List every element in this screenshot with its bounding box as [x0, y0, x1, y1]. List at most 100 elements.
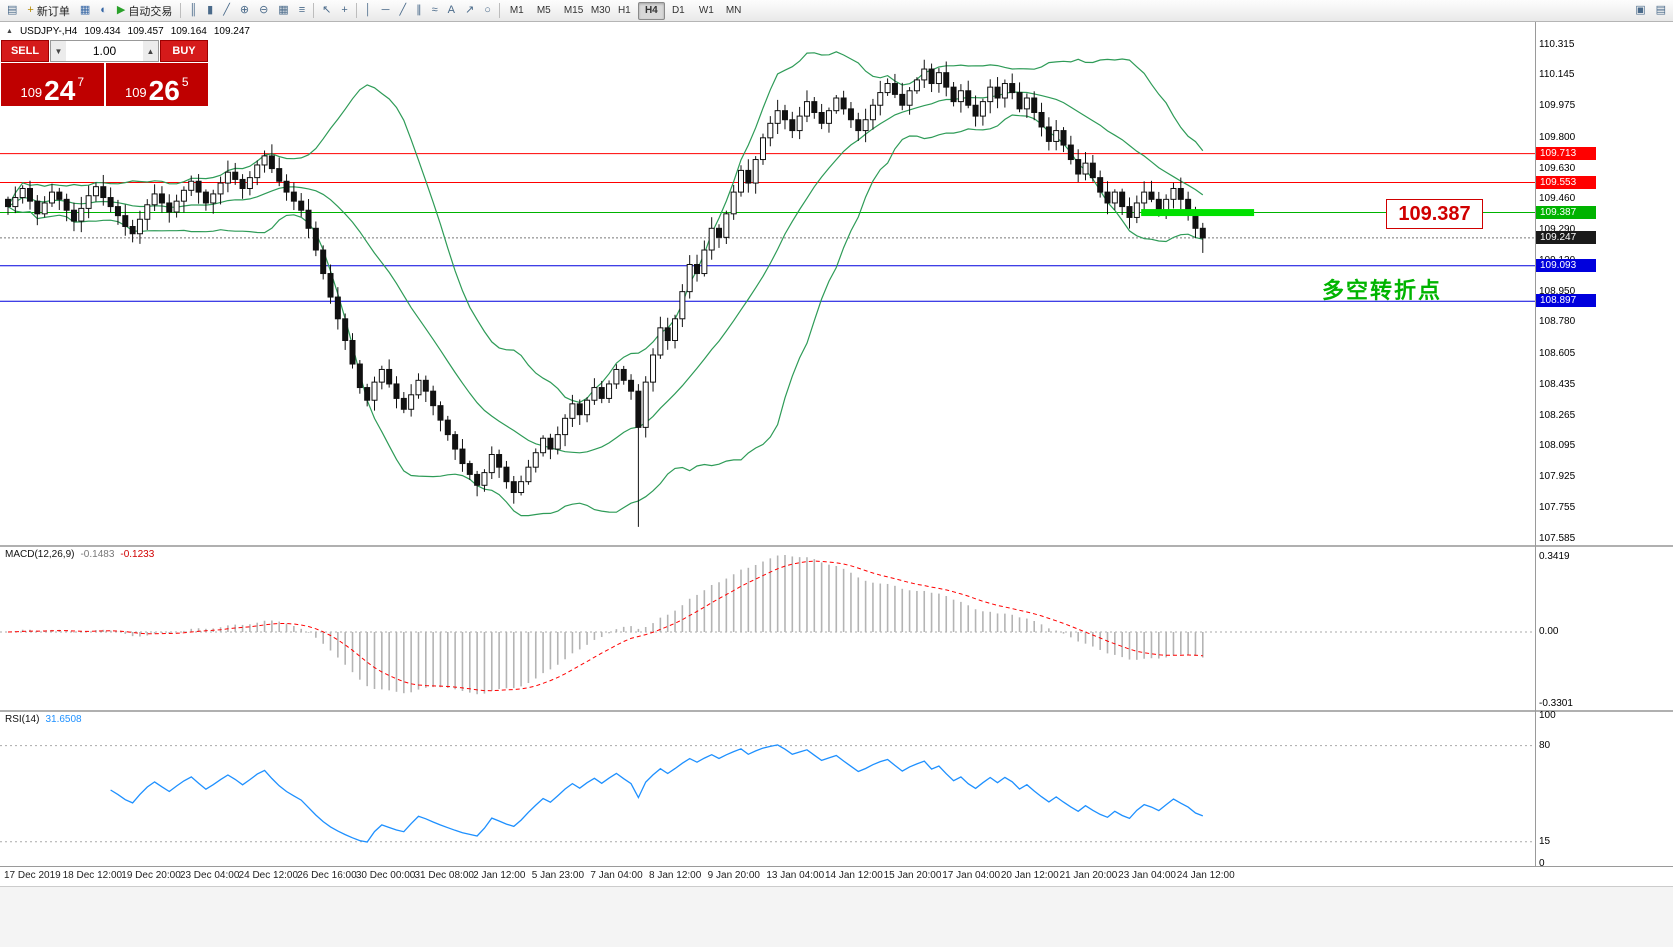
- candle: [650, 354, 657, 383]
- candle: [965, 90, 972, 106]
- price-axis-label: 108.950: [1539, 285, 1576, 297]
- timeframe-m5-button[interactable]: M5: [530, 2, 557, 20]
- candle: [70, 209, 77, 222]
- volume-increase-icon[interactable]: ▲: [143, 41, 158, 61]
- timeframe-h4-button[interactable]: H4: [637, 1, 665, 20]
- candle: [1001, 83, 1008, 99]
- timeframe-m15-button[interactable]: M15: [557, 2, 584, 20]
- candle: [78, 207, 85, 222]
- line-chart-icon: ╱: [223, 4, 230, 16]
- zoom-in-icon[interactable]: ⊕: [235, 2, 254, 20]
- candle: [151, 193, 158, 206]
- candle: [1067, 144, 1074, 161]
- fibonacci-icon[interactable]: ≈: [427, 2, 443, 20]
- candle: [239, 178, 246, 189]
- data-window-icon[interactable]: ◐: [95, 2, 112, 20]
- print-icon[interactable]: ▤: [1651, 2, 1671, 20]
- arrow-tool-icon: ↗: [464, 4, 475, 16]
- arrow-tool-icon[interactable]: ↗: [460, 2, 479, 20]
- new-chart-icon: ▤: [7, 4, 18, 16]
- timeframe-m30-button[interactable]: M30: [584, 2, 611, 20]
- panel-divider[interactable]: [0, 545, 1673, 547]
- candle: [943, 72, 950, 88]
- rsi-panel-svg[interactable]: [0, 712, 1535, 866]
- cursor-icon[interactable]: ↖: [317, 2, 336, 20]
- autotrading-button[interactable]: ▶ 自动交易: [112, 2, 177, 20]
- date-axis[interactable]: 17 Dec 2019 18 Dec 12:00 19 Dec 20:00 23 De…: [0, 868, 1673, 885]
- candlestick-chart-icon[interactable]: ▮: [202, 2, 218, 20]
- volume-decrease-icon[interactable]: ▼: [51, 41, 66, 61]
- sell-button[interactable]: SELL: [1, 40, 49, 62]
- grid-icon[interactable]: ▦: [273, 2, 293, 20]
- price-axis[interactable]: 110.315 110.145 109.975 109.800 109.630 109.4…: [1535, 22, 1673, 869]
- candle: [759, 137, 766, 161]
- price-level-flag[interactable]: 109.387: [1386, 199, 1483, 229]
- date-axis-label: 17 Jan 04:00: [942, 870, 1001, 881]
- candle: [576, 403, 583, 416]
- price-axis-label: 110.315: [1539, 38, 1575, 50]
- candle: [1045, 126, 1052, 142]
- support-zone-highlight[interactable]: [1141, 209, 1255, 217]
- candle: [818, 111, 825, 124]
- candle: [276, 168, 283, 182]
- candle: [1009, 83, 1016, 94]
- candle: [246, 177, 253, 189]
- macd-panel-svg[interactable]: [0, 547, 1535, 710]
- channel-icon: ∥: [416, 4, 422, 16]
- sell-price-prefix: 109: [20, 85, 43, 100]
- new-order-button-label: 新订单: [36, 5, 70, 18]
- candle: [1148, 191, 1155, 200]
- timeframe-w1-button[interactable]: W1: [692, 2, 719, 20]
- timeframe-m1-button[interactable]: M1: [503, 2, 530, 20]
- crosshair-icon[interactable]: +: [336, 2, 352, 20]
- main-chart-svg[interactable]: [0, 22, 1535, 545]
- candle: [393, 383, 400, 399]
- candle: [628, 379, 635, 392]
- horizontal-line-icon: ─: [381, 4, 390, 16]
- candle: [122, 215, 129, 227]
- shapes-icon[interactable]: ○: [479, 2, 496, 20]
- turning-point-label[interactable]: 多空转折点: [1322, 278, 1443, 303]
- line-chart-icon[interactable]: ╱: [218, 2, 235, 20]
- candle: [1185, 198, 1192, 211]
- candle: [774, 110, 781, 124]
- volume-control[interactable]: ▼ 1.00 ▲: [50, 40, 159, 62]
- new-order-button[interactable]: + 新订单: [22, 2, 74, 20]
- vertical-line-icon[interactable]: │: [360, 2, 377, 20]
- buy-button[interactable]: BUY: [160, 40, 208, 62]
- candle: [811, 101, 818, 113]
- timeframe-h1-button[interactable]: H1: [611, 2, 638, 20]
- horizontal-line-icon[interactable]: ─: [377, 2, 395, 20]
- candle: [1141, 191, 1148, 204]
- text-label-icon[interactable]: A: [443, 2, 460, 20]
- zoom-out-icon[interactable]: ⊖: [254, 2, 273, 20]
- buy-price-display[interactable]: 109 26 5: [105, 63, 208, 106]
- trendline-icon[interactable]: ╱: [394, 2, 411, 20]
- candle: [224, 171, 231, 184]
- volume-value[interactable]: 1.00: [92, 44, 117, 58]
- candle: [5, 198, 11, 208]
- sell-price-display[interactable]: 109 24 7: [1, 63, 104, 106]
- chart-area[interactable]: ▲ USDJPY-,H4 109.434 109.457 109.164 109…: [0, 22, 1673, 947]
- candle: [1060, 130, 1067, 146]
- bollinger-upper-band: [7, 51, 1204, 404]
- price-axis-divider: [1535, 22, 1536, 867]
- timeframe-mn-button[interactable]: MN: [719, 2, 746, 20]
- candle: [261, 155, 268, 166]
- candle: [547, 437, 554, 450]
- bar-chart-icon[interactable]: ║: [184, 2, 202, 20]
- timeframe-d1-button[interactable]: D1: [665, 2, 692, 20]
- object-list-icon[interactable]: ≡: [294, 2, 310, 20]
- candle: [144, 204, 151, 220]
- collapse-triangle-icon[interactable]: ▲: [6, 28, 13, 35]
- candle: [92, 186, 99, 197]
- channel-icon[interactable]: ∥: [411, 2, 427, 20]
- candle: [34, 200, 41, 215]
- candle: [847, 108, 854, 121]
- fullscreen-icon[interactable]: ▣: [1630, 2, 1650, 20]
- candle: [1023, 97, 1030, 110]
- profiles-icon[interactable]: ▦: [75, 2, 95, 20]
- candle: [899, 93, 906, 106]
- new-chart-icon[interactable]: ▤: [2, 2, 22, 20]
- panel-divider[interactable]: [0, 710, 1673, 712]
